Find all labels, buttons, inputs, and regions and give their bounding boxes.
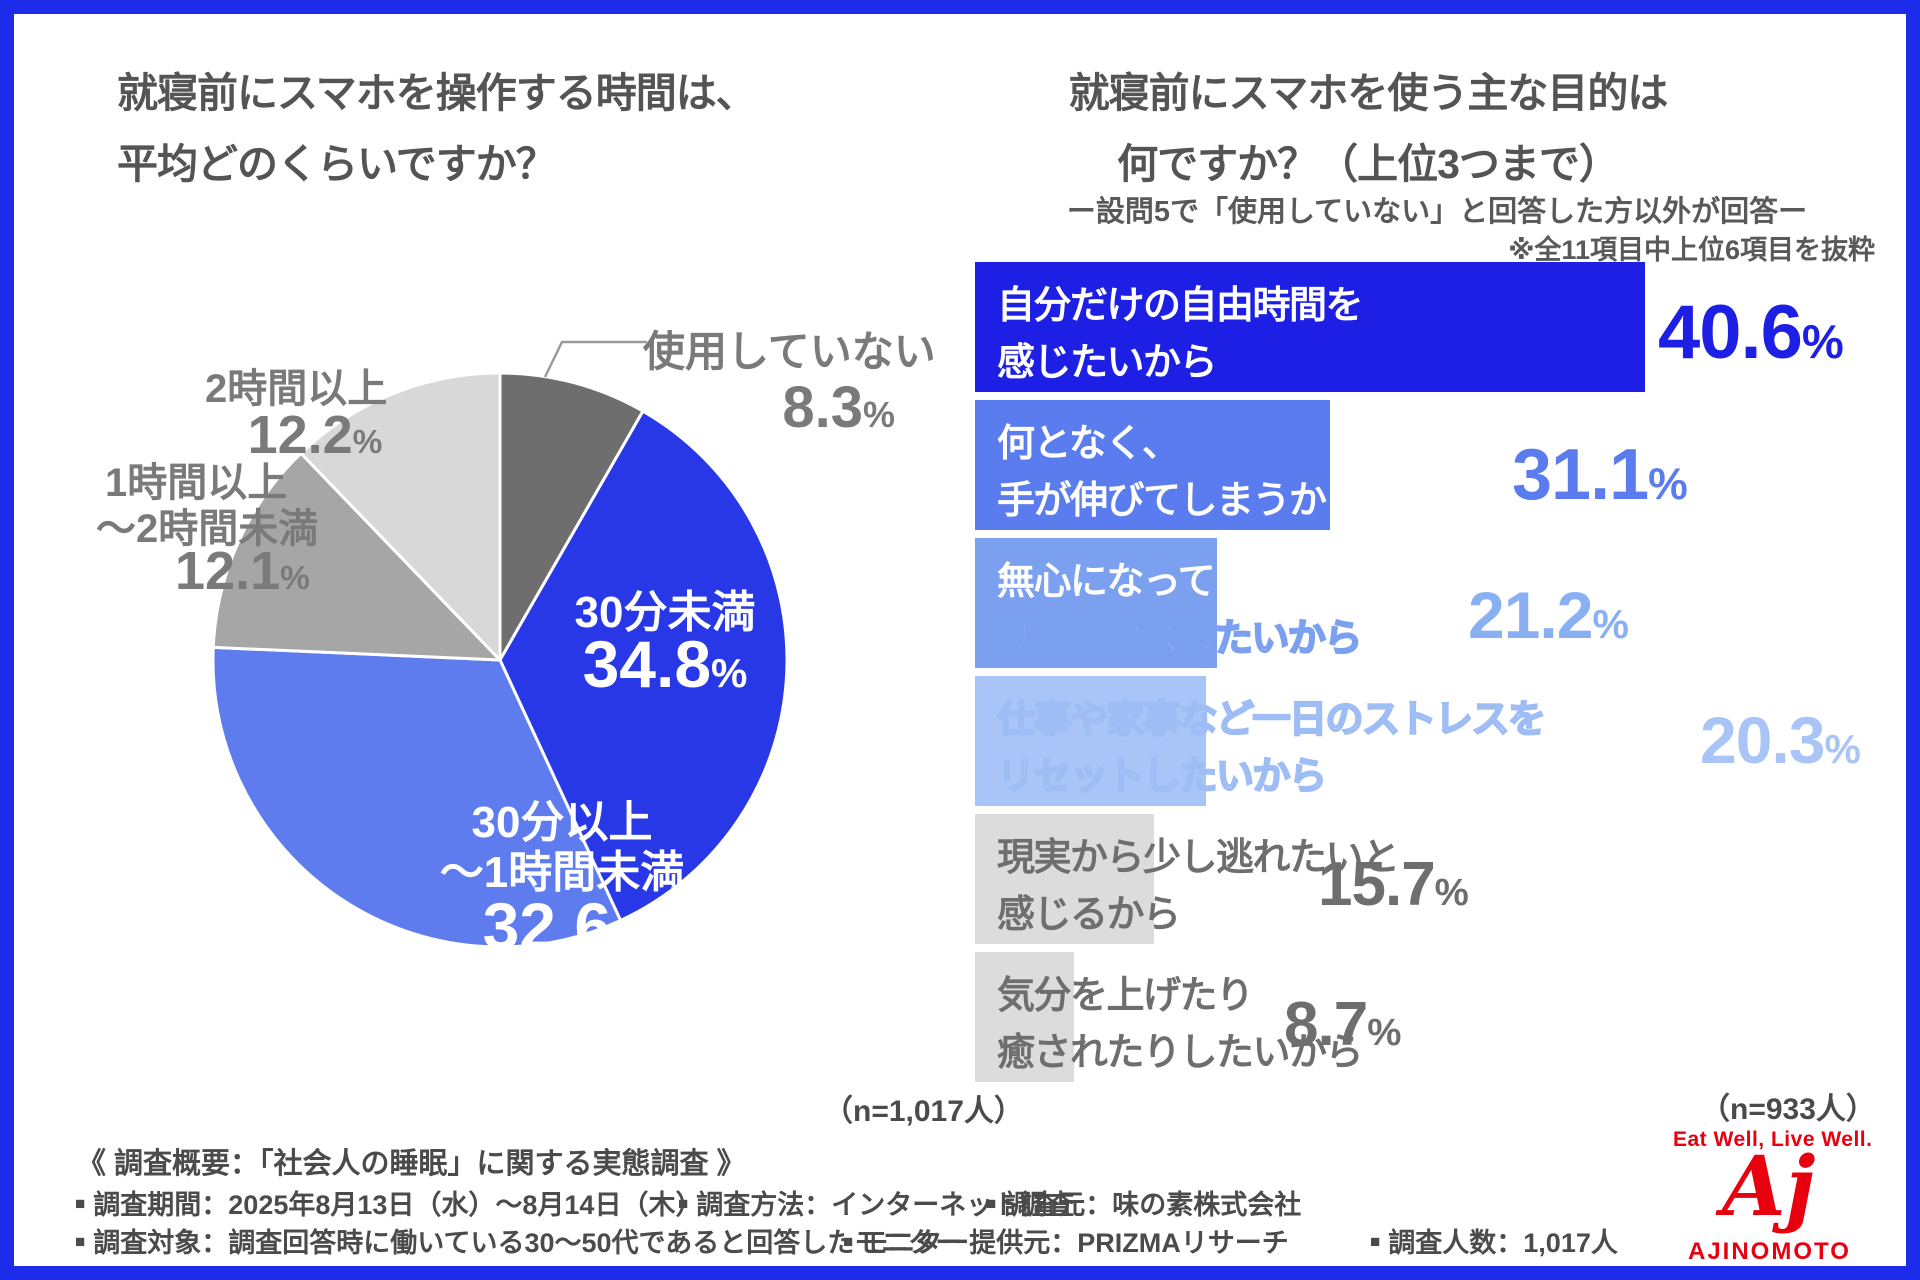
- pie-value-30to1h: 32.6%: [482, 889, 648, 963]
- purpose-bar: 現実から少し逃れたいと 感じるから: [975, 814, 1400, 944]
- purpose-bar-label: 自分だけの自由時間を 感じたいから: [997, 285, 1364, 384]
- purpose-bar-value: 31.1%: [1512, 435, 1688, 515]
- purpose-bar-value: 20.3%: [1700, 703, 1861, 777]
- purpose-bar: 何となく、 手が伸びてしまうから: [975, 400, 1364, 530]
- pie-chart: [211, 371, 789, 949]
- bar-n-label: （n=933人）: [1700, 1093, 1876, 1126]
- purpose-bar-label: 気分を上げたり 癒されたりしたいから: [997, 975, 1364, 1074]
- survey-source: ■ 調査元：味の素株式会社: [986, 1190, 1302, 1220]
- pie-label-1to2h-line1: 1時間以上: [105, 461, 288, 505]
- survey-overview-heading: 《 調査概要：「社会人の睡眠」に関する実態調査 》: [77, 1148, 746, 1180]
- survey-monitor-provider: ■ モニター提供元：PRIZMAリサーチ: [843, 1228, 1289, 1258]
- bar-chart-title: 就寝前にスマホを使う主な目的は 何ですか？（上位3つまで）: [1068, 58, 1669, 200]
- purpose-bar-value: 40.6%: [1658, 290, 1844, 375]
- bullet-icon: ■: [678, 1194, 689, 1213]
- survey-method: ■ 調査方法：インターネット調査: [678, 1190, 1075, 1220]
- bar-chart-note2: ※全11項目中上位6項目を抜粋: [1508, 235, 1875, 265]
- pie-slice: [299, 371, 502, 662]
- logo-tagline: Eat Well, Live Well.: [1673, 1128, 1873, 1151]
- bullet-icon: ■: [843, 1232, 854, 1251]
- survey-respondents: ■ 調査人数：1,017人: [1370, 1228, 1618, 1258]
- pie-value-not-using: 8.3%: [782, 375, 895, 440]
- pie-label-1to2h-line2: 〜2時間未満: [96, 507, 319, 551]
- purpose-bar-value: 21.2%: [1468, 578, 1629, 652]
- pie-slice: [211, 451, 502, 662]
- purpose-bar-label: 仕事や家事など一日のストレスを リセットしたいから: [996, 698, 1547, 799]
- purpose-bar: 自分だけの自由時間を 感じたいから: [975, 262, 1645, 392]
- bullet-icon: ■: [986, 1194, 997, 1213]
- survey-target: ■ 調査対象：調査回答時に働いている30〜50代であると回答したモニター: [75, 1228, 963, 1258]
- pie-slice: [498, 371, 645, 662]
- pie-slice: [211, 645, 623, 949]
- bar-chart-note1: ー設問5で「使用していない」と回答した方以外が回答ー: [1066, 196, 1808, 228]
- pie-chart-title: 就寝前にスマホを操作する時間は、 平均どのくらいですか？: [117, 58, 757, 200]
- pie-label-30to1h-line1: 30分以上: [471, 798, 653, 847]
- purpose-bar: 仕事や家事など一日のストレスを リセットしたいから: [975, 676, 1547, 806]
- pie-label-30to1h-line2: 〜1時間未満: [439, 848, 685, 897]
- pie-callout-line: [543, 340, 647, 378]
- purpose-bar-value: 8.7%: [1284, 990, 1401, 1059]
- pie-title-line2: 平均どのくらいですか？: [117, 141, 557, 187]
- bullet-icon: ■: [75, 1194, 86, 1213]
- survey-period: ■ 調査期間：2025年8月13日（水）〜8月14日（木）: [75, 1190, 703, 1220]
- purpose-bar-value: 15.7%: [1318, 850, 1469, 919]
- purpose-bar-label: 何となく、 手が伸びてしまうから: [997, 423, 1364, 522]
- bullet-icon: ■: [1370, 1232, 1381, 1251]
- bullet-icon: ■: [75, 1232, 86, 1251]
- bar-title-line1: 就寝前にスマホを使う主な目的は: [1068, 70, 1669, 116]
- ajinomoto-logo-icon: Aj: [1722, 1139, 1816, 1235]
- pie-label-under30: 30分未満: [574, 588, 756, 637]
- purpose-bar: 無心になって リラックスしたいから: [975, 538, 1363, 668]
- pie-label-over2h: 2時間以上: [205, 367, 388, 411]
- pie-value-over2h: 12.2%: [247, 405, 383, 465]
- purpose-bar: 気分を上げたり 癒されたりしたいから: [975, 952, 1364, 1082]
- ajinomoto-wordmark: AJINOMOTO: [1688, 1238, 1851, 1265]
- purpose-bar-label: 無心になって リラックスしたいから: [996, 561, 1363, 661]
- bar-title-line2: 何ですか？（上位3つまで）: [1117, 141, 1620, 187]
- pie-n-label: （n=1,017人）: [823, 1095, 1024, 1128]
- pie-value-1to2h: 12.1%: [175, 541, 310, 601]
- pie-value-under30: 34.8%: [582, 627, 748, 701]
- pie-slice: [498, 409, 789, 922]
- pie-title-line1: 就寝前にスマホを操作する時間は、: [117, 70, 757, 116]
- pie-label-not-using: 使用していない: [643, 328, 936, 375]
- purpose-bar-label: 現実から少し逃れたいと 感じるから: [997, 837, 1400, 936]
